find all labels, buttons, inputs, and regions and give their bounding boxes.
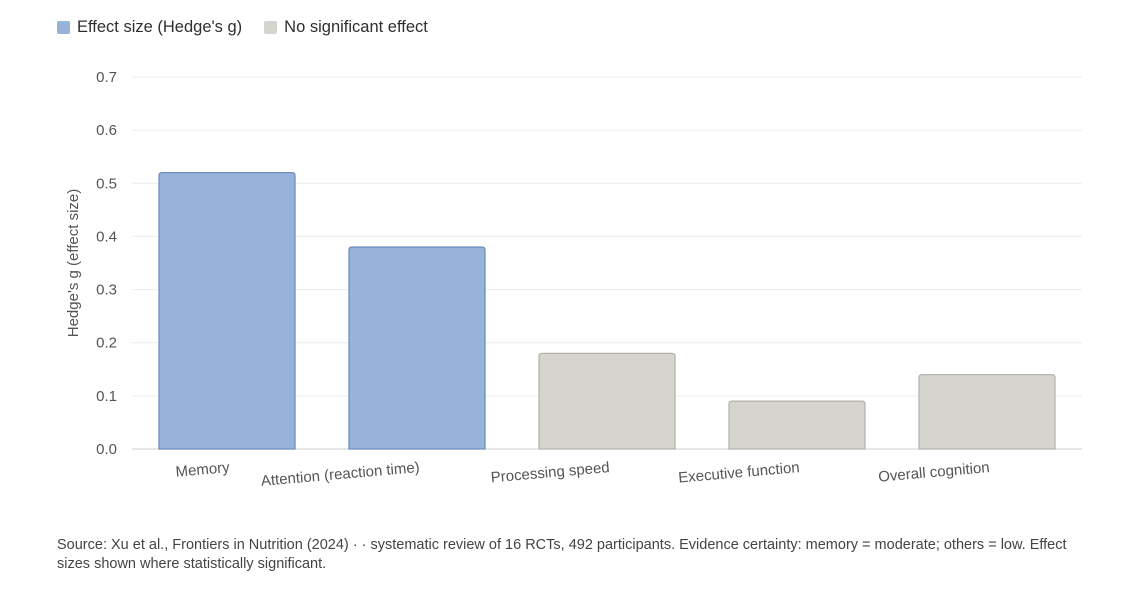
y-tick-label: 0.1 [96, 388, 117, 405]
bar-overall-cognition [918, 373, 1056, 450]
y-axis-ticks: 0.0 0.1 0.2 0.3 0.4 0.5 0.6 0.7 [96, 69, 117, 458]
y-tick-label: 0.3 [96, 282, 117, 299]
y-tick-label: 0.7 [96, 69, 117, 86]
legend-swatch-not-significant [264, 21, 278, 34]
x-axis-labels: Memory Attention (reaction time) Processin… [175, 459, 990, 490]
y-tick-label: 0.6 [96, 122, 117, 139]
y-tick-label: 0.2 [96, 335, 117, 352]
bar-memory [158, 172, 296, 450]
legend-item-significant: Effect size (Hedge's g) [57, 18, 242, 37]
legend-swatch-significant [57, 21, 70, 34]
y-axis-title: Hedge's g (effect size) [65, 189, 82, 338]
x-category-label: Memory [175, 459, 231, 481]
legend-item-not-significant: No significant effect [264, 18, 428, 37]
source-note: Source: Xu et al., Frontiers in Nutritio… [57, 537, 1067, 572]
y-tick-label: 0.0 [96, 441, 117, 458]
x-category-label: Processing speed [490, 459, 610, 486]
chart-legend: Effect size (Hedge's g) No significant e… [57, 18, 428, 37]
x-category-label: Attention (reaction time) [260, 459, 420, 490]
bars [158, 172, 1056, 450]
y-tick-label: 0.5 [96, 175, 117, 192]
legend-label-not-significant: No significant effect [284, 18, 428, 36]
y-tick-label: 0.4 [96, 228, 117, 245]
legend-label-significant: Effect size (Hedge's g) [77, 18, 243, 36]
bar-attention-reaction-time [348, 246, 486, 450]
bar-executive-function [728, 400, 866, 450]
bar-chart: 0.0 0.1 0.2 0.3 0.4 0.5 0.6 0.7 Memory Attention… [65, 69, 1082, 490]
bar-processing-speed [538, 352, 676, 450]
x-category-label: Overall cognition [878, 459, 991, 486]
x-category-label: Executive function [678, 459, 801, 487]
